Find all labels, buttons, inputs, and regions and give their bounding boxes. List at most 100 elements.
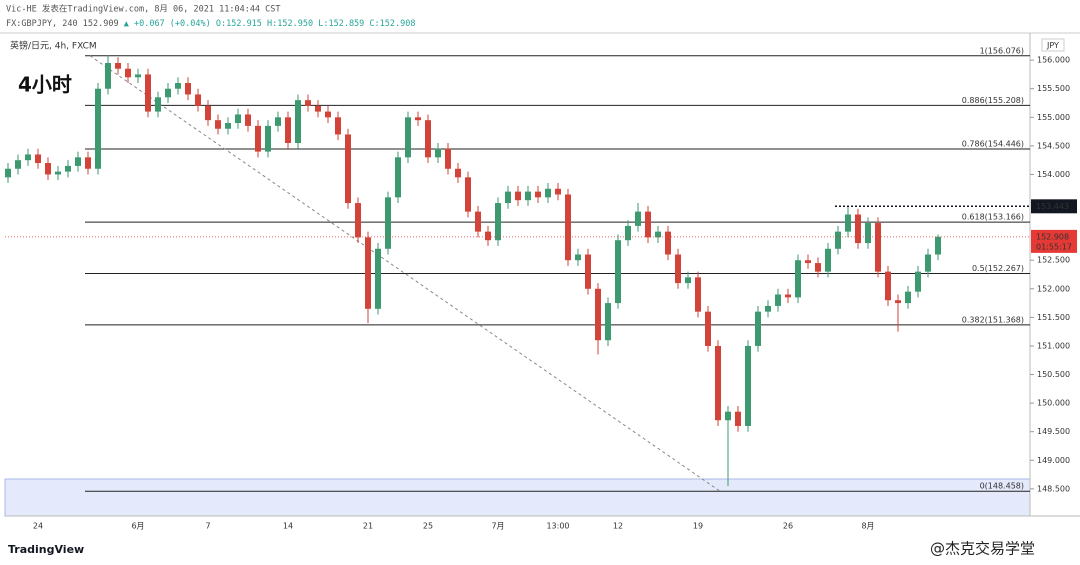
candle-body — [145, 74, 151, 112]
candle-body — [95, 88, 101, 169]
y-tick-label: 151.500 — [1037, 313, 1070, 322]
close: C:152.908 — [369, 19, 415, 29]
candle-body — [835, 231, 841, 249]
x-tick-label: 21 — [363, 522, 373, 531]
candle-body — [695, 277, 701, 312]
candle-body — [775, 294, 781, 306]
candle-body — [435, 148, 441, 158]
candle-body — [885, 271, 891, 301]
symbol-line: FX:GBPJPY, 240 152.909 ▲ +0.067 (+0.04%)… — [6, 19, 415, 29]
candle-body — [625, 225, 631, 241]
x-tick-label: 7 — [205, 522, 210, 531]
candle-body — [865, 223, 871, 244]
candle-body — [585, 254, 591, 289]
marker-box — [1031, 199, 1077, 214]
candle-body — [285, 117, 291, 144]
candle-body — [615, 240, 621, 304]
candle-body — [875, 223, 881, 272]
candle-body — [855, 214, 861, 244]
candle-body — [195, 94, 201, 106]
candle-body — [675, 254, 681, 284]
candle-body — [505, 191, 511, 204]
trend-line — [89, 55, 721, 492]
candle-body — [475, 211, 481, 232]
candle-body — [205, 105, 211, 121]
candle-body — [635, 211, 641, 226]
author-line: Vic-HE 发表在TradingView.com, 8月 06, 2021 1… — [6, 4, 281, 15]
candle-body — [495, 203, 501, 241]
x-tick-label: 12 — [613, 522, 623, 531]
candle-body — [165, 88, 171, 98]
x-tick-label: 19 — [693, 522, 703, 531]
marker-label: 153.443 — [1036, 202, 1069, 211]
candle-body — [15, 160, 21, 169]
fib-label: 0.786(154.446) — [962, 139, 1024, 148]
candle-body — [485, 231, 491, 241]
x-tick-label: 7月 — [491, 522, 504, 531]
candle-body — [665, 231, 671, 255]
x-tick-label: 6月 — [131, 522, 144, 531]
candle-body — [445, 148, 451, 169]
candle-body — [765, 305, 771, 312]
candle-body — [375, 248, 381, 309]
candle-body — [305, 100, 311, 106]
y-tick-label: 148.500 — [1037, 484, 1070, 493]
candle-body — [735, 411, 741, 426]
y-tick-label: 149.500 — [1037, 427, 1070, 436]
candle-body — [545, 188, 551, 198]
candle-body — [575, 254, 581, 261]
last-price-label: 152.908 — [1036, 232, 1069, 241]
x-tick-label: 13:00 — [546, 522, 569, 531]
x-tick-label: 8月 — [861, 522, 874, 531]
zone — [4, 478, 1031, 517]
candle-body — [115, 63, 121, 69]
candle-body — [935, 236, 941, 255]
candle-body — [825, 248, 831, 272]
candle-body — [895, 300, 901, 304]
candle-body — [265, 125, 271, 152]
candle-body — [785, 294, 791, 298]
candle-body — [105, 63, 111, 89]
currency-box — [1041, 38, 1065, 52]
candle-body — [65, 165, 71, 172]
candle-body — [595, 288, 601, 341]
fib-label: 0(148.458) — [980, 482, 1024, 491]
candle-body — [315, 105, 321, 112]
chart-title: 英镑/日元, 4h, FXCM — [10, 40, 97, 52]
fib-label: 0.886(155.208) — [962, 96, 1024, 105]
change: ▲ +0.067 (+0.04%) — [124, 19, 211, 29]
candle-body — [355, 203, 361, 238]
candle-body — [405, 117, 411, 158]
candle-body — [85, 157, 91, 169]
x-tick-label: 24 — [33, 522, 43, 531]
candle-body — [75, 157, 81, 166]
candle-body — [235, 114, 241, 124]
candle-body — [325, 111, 331, 118]
candle-body — [565, 194, 571, 261]
y-tick-label: 154.500 — [1037, 141, 1070, 150]
candle-body — [385, 197, 391, 249]
timeframe-label: 4小时 — [18, 73, 72, 97]
x-tick-label: 25 — [423, 522, 433, 531]
candle-body — [655, 231, 661, 238]
candle-body — [705, 311, 711, 346]
candle-body — [255, 125, 261, 152]
price: 152.909 — [83, 19, 119, 29]
candle-body — [125, 68, 131, 78]
low: L:152.859 — [318, 19, 364, 29]
candle-body — [715, 345, 721, 421]
candle-body — [365, 237, 371, 309]
candle-body — [535, 191, 541, 198]
y-tick-label: 150.000 — [1037, 399, 1070, 408]
candle-body — [745, 345, 751, 426]
y-tick-label: 156.000 — [1037, 56, 1070, 65]
candle-body — [395, 157, 401, 198]
fib-label: 0.5(152.267) — [972, 264, 1024, 273]
fib-label: 0.382(151.368) — [962, 315, 1024, 324]
candle-body — [605, 303, 611, 341]
y-tick-label: 155.500 — [1037, 84, 1070, 93]
candle-body — [345, 134, 351, 204]
candle-body — [815, 263, 821, 272]
